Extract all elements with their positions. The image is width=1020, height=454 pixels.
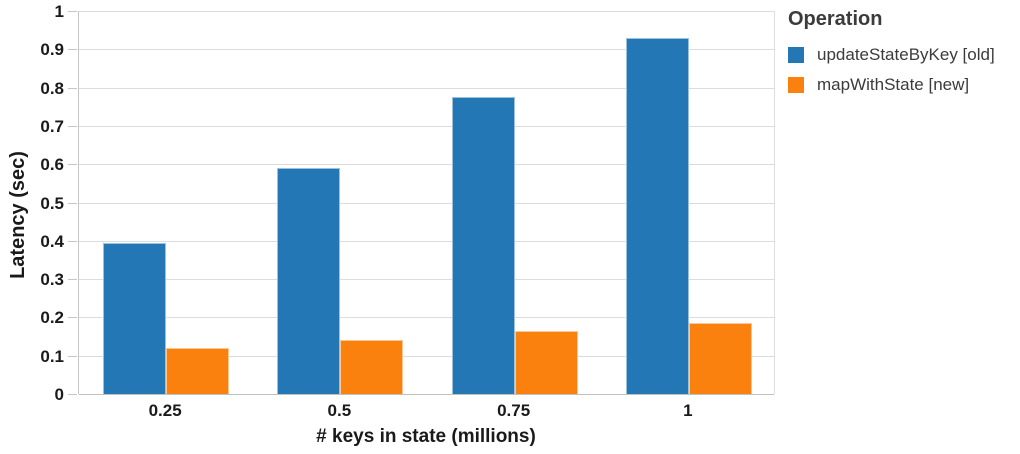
gridline-0.9 [79, 49, 774, 51]
y-tick-mark [68, 202, 77, 204]
legend-swatch-icon [788, 47, 804, 63]
legend-item-updateStateByKey: updateStateByKey [old] [788, 45, 1016, 65]
x-tick-label-0.5: 0.5 [327, 401, 352, 420]
bar-mapWithState-0.25 [166, 348, 230, 394]
legend-items: updateStateByKey [old] mapWithState [new] [788, 45, 1016, 95]
y-tick-label-0.9: 0.9 [40, 40, 64, 60]
gridline-0.8 [79, 87, 774, 89]
plot-area [78, 11, 775, 395]
x-axis-title: # keys in state (millions) [316, 426, 536, 447]
y-tick-label-0.6: 0.6 [40, 155, 64, 175]
gridline-0.2 [79, 317, 774, 319]
y-tick-label-0.8: 0.8 [40, 78, 64, 98]
y-tick-label-0: 0 [54, 385, 64, 404]
gridline-0.7 [79, 125, 774, 127]
y-tick-mark [68, 164, 77, 166]
y-tick-label-0.2: 0.2 [40, 308, 64, 328]
x-tick-label-0.75: 0.75 [497, 401, 531, 420]
y-tick-label-0.4: 0.4 [40, 231, 64, 251]
bar-mapWithState-0.75 [514, 330, 578, 394]
y-tick-mark [68, 355, 77, 357]
gridline-0.4 [79, 240, 774, 242]
legend: Operation updateStateByKey [old] mapWithS… [788, 8, 1016, 105]
legend-title: Operation [788, 8, 883, 30]
gridline-0.5 [79, 202, 774, 204]
y-tick-label-1: 1 [54, 2, 64, 21]
y-tick-label-0.3: 0.3 [40, 270, 64, 290]
y-tick-label-0.5: 0.5 [40, 193, 64, 213]
y-tick-mark [68, 240, 77, 242]
y-tick-mark [68, 49, 77, 51]
y-tick-mark [68, 11, 77, 12]
gridline-1 [79, 11, 774, 12]
y-tick-mark [68, 125, 77, 127]
bar-updateStateByKey-0.25 [103, 242, 167, 394]
gridline-0.1 [79, 355, 774, 357]
gridline-0.3 [79, 279, 774, 281]
y-tick-label-0.7: 0.7 [40, 116, 64, 136]
x-axis-line [79, 394, 774, 395]
legend-swatch-icon [788, 77, 804, 93]
legend-label: mapWithState [new] [817, 75, 970, 94]
y-tick-mark [68, 317, 77, 319]
bar-updateStateByKey-0.75 [451, 97, 515, 394]
gridline-0.6 [79, 164, 774, 166]
bar-updateStateByKey-1 [625, 37, 689, 394]
bar-mapWithState-1 [688, 323, 752, 394]
x-tick-label-0.25: 0.25 [148, 401, 182, 420]
bar-mapWithState-0.5 [340, 340, 404, 394]
y-tick-mark [68, 394, 77, 395]
bar-updateStateByKey-0.5 [277, 168, 341, 394]
legend-item-mapWithState: mapWithState [new] [788, 75, 1016, 95]
y-tick-label-0.1: 0.1 [40, 346, 64, 366]
x-tick-label-1: 1 [683, 401, 693, 420]
y-tick-mark [68, 279, 77, 281]
legend-label: updateStateByKey [old] [817, 45, 995, 64]
y-tick-mark [68, 87, 77, 89]
